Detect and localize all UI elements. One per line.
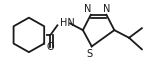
Text: N: N xyxy=(84,4,91,14)
Text: HN: HN xyxy=(60,18,75,28)
Text: S: S xyxy=(87,49,93,59)
Text: N: N xyxy=(103,4,110,14)
Text: O: O xyxy=(47,42,54,52)
